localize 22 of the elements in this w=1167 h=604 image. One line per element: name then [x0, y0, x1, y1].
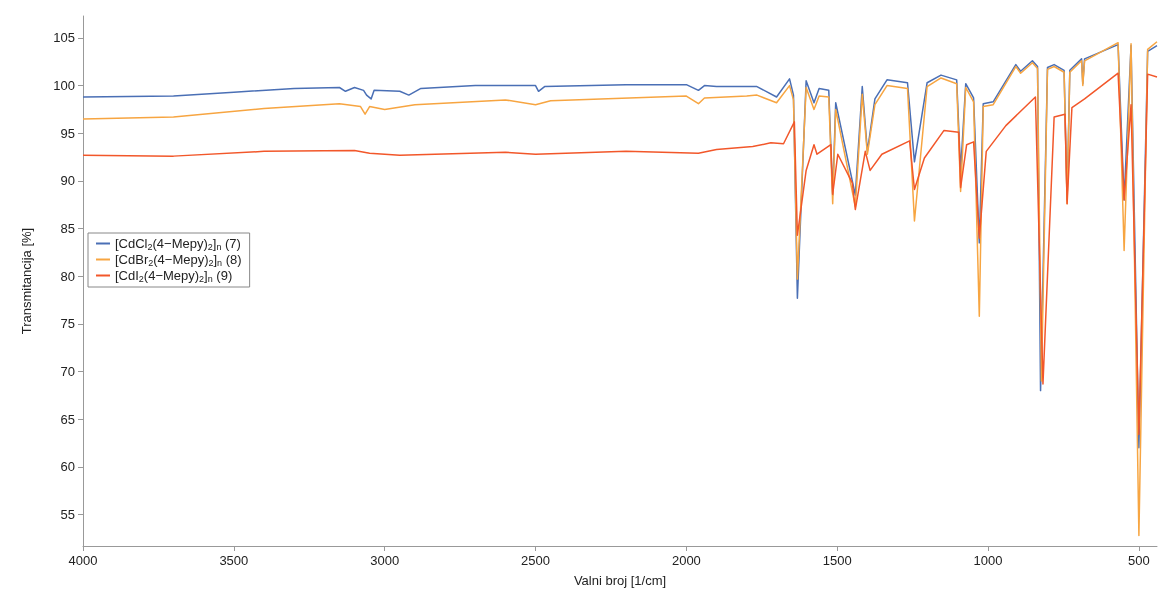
y-axis-title: Transmitancija [%] — [19, 227, 34, 335]
x-tick-label: 1500 — [822, 553, 852, 568]
y-tick-label: 100 — [53, 78, 75, 94]
x-tick-label: 500 — [1128, 553, 1150, 568]
y-tick-label: 70 — [60, 364, 75, 380]
y-tick-label: 85 — [60, 221, 75, 237]
x-tick-label: 2500 — [521, 553, 550, 568]
y-tick-label: 95 — [60, 125, 75, 141]
y-tick-label: 65 — [60, 411, 75, 427]
y-tick-label: 80 — [60, 268, 75, 284]
x-tick-label: 4000 — [68, 553, 98, 568]
y-tick-label: 75 — [60, 316, 75, 332]
x-axis-title: Valni broj [1/cm] — [573, 573, 667, 588]
y-tick-label: 90 — [60, 173, 75, 189]
y-tick-label: 55 — [60, 507, 75, 523]
y-tick-label: 60 — [60, 459, 75, 475]
x-tick-label: 2000 — [671, 553, 701, 568]
x-tick-label: 3000 — [370, 553, 400, 568]
y-tick-label: 105 — [53, 30, 75, 46]
line-series — [82, 40, 1158, 537]
x-tick-label: 3500 — [219, 553, 249, 568]
x-tick-label: 1000 — [973, 553, 1003, 568]
